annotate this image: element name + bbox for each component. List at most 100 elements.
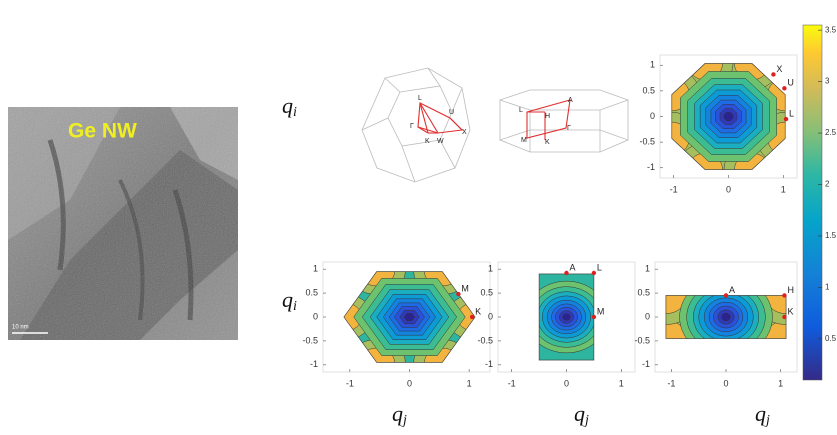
symbol: q bbox=[282, 287, 293, 312]
bz-point-label: U bbox=[449, 109, 454, 116]
x-tick-label: 1 bbox=[778, 378, 783, 388]
subscript: j bbox=[764, 413, 770, 428]
brillouin-zone-fcc bbox=[361, 67, 471, 183]
point-label: K bbox=[475, 306, 481, 316]
subscript: i bbox=[293, 105, 297, 120]
x-tick-label: 0 bbox=[407, 378, 412, 388]
x-tick-label: 0 bbox=[723, 378, 728, 388]
x-tick-label: 1 bbox=[619, 378, 624, 388]
high-symmetry-point bbox=[782, 86, 787, 91]
y-tick-label: 1 bbox=[313, 264, 318, 274]
high-symmetry-point bbox=[456, 291, 461, 297]
colorbar-tick-label: 1.5 bbox=[825, 231, 837, 240]
y-tick-label: -1 bbox=[310, 359, 318, 369]
y-tick-label: 0 bbox=[645, 311, 650, 321]
point-label: H bbox=[787, 285, 794, 295]
y-tick-label: 0 bbox=[650, 111, 655, 121]
column-label: qj bbox=[574, 401, 589, 428]
subscript: i bbox=[293, 299, 297, 314]
colorbar-tick-label: 1 bbox=[825, 283, 830, 292]
colorbar-tick-label: 3 bbox=[825, 77, 830, 86]
scale-bar-label: 10 nm bbox=[12, 325, 29, 331]
y-tick-label: 0.5 bbox=[480, 287, 493, 297]
tem-image bbox=[8, 107, 238, 340]
colorbar-tick-label: 3.5 bbox=[825, 25, 837, 34]
bz-point-label: K bbox=[425, 138, 430, 145]
bz-point-label: L bbox=[418, 95, 422, 102]
colorbar-tick-label: 2 bbox=[825, 180, 830, 189]
y-tick-label: 0.5 bbox=[637, 287, 650, 297]
bz-point-label: K bbox=[545, 139, 550, 146]
point-label: L bbox=[597, 262, 602, 272]
y-tick-label: 0.5 bbox=[305, 287, 318, 297]
colorbar bbox=[802, 24, 823, 381]
high-symmetry-point bbox=[771, 72, 776, 77]
y-tick-label: 1 bbox=[650, 60, 655, 70]
bz-point-label: W bbox=[437, 138, 444, 145]
x-tick-label: -1 bbox=[670, 184, 678, 194]
x-tick-label: -1 bbox=[346, 378, 354, 388]
image-label: Ge NW bbox=[68, 120, 137, 143]
contour-plot bbox=[539, 273, 594, 361]
contour-fill bbox=[665, 295, 687, 314]
y-tick-label: -0.5 bbox=[477, 335, 493, 345]
row-label: qi bbox=[282, 93, 297, 120]
x-tick-label: 1 bbox=[781, 184, 786, 194]
symbol: q bbox=[392, 401, 403, 426]
subscript: j bbox=[401, 413, 407, 428]
high-symmetry-point bbox=[783, 116, 789, 122]
bz-point-label: Γ bbox=[567, 125, 571, 132]
bz-point-label: A bbox=[568, 97, 573, 104]
y-tick-label: -1 bbox=[642, 359, 650, 369]
y-tick-label: -1 bbox=[647, 162, 655, 172]
point-label: X bbox=[776, 64, 782, 74]
point-label: M bbox=[597, 306, 605, 316]
point-label: A bbox=[570, 262, 576, 272]
column-label: qj bbox=[392, 401, 407, 428]
contour-fill bbox=[403, 313, 416, 321]
bz-point-label: H bbox=[545, 113, 550, 120]
colorbar-tick-label: 2.5 bbox=[825, 128, 837, 137]
high-symmetry-point bbox=[782, 314, 787, 320]
bz-point-label: M bbox=[521, 137, 527, 144]
point-label: M bbox=[461, 283, 469, 293]
column-label: qj bbox=[755, 401, 770, 428]
contour-boundary bbox=[343, 271, 476, 363]
high-symmetry-point bbox=[591, 314, 597, 320]
bz-point-label: Γ bbox=[410, 123, 414, 130]
high-symmetry-point bbox=[469, 314, 475, 320]
x-tick-label: 0 bbox=[564, 378, 569, 388]
high-symmetry-point bbox=[723, 293, 729, 298]
x-tick-label: -1 bbox=[667, 378, 675, 388]
point-label: L bbox=[789, 108, 794, 118]
high-symmetry-point bbox=[782, 293, 787, 298]
symbol: q bbox=[282, 93, 293, 118]
contour-fill bbox=[723, 112, 734, 121]
contour-fill bbox=[721, 312, 731, 322]
y-tick-label: -1 bbox=[485, 359, 493, 369]
row-label: qi bbox=[282, 287, 297, 314]
brillouin-zone-hex bbox=[498, 89, 630, 153]
x-tick-label: 0 bbox=[726, 184, 731, 194]
y-tick-label: 0.5 bbox=[642, 85, 655, 95]
bz-point-label: X bbox=[462, 129, 467, 136]
contour-fill bbox=[562, 313, 571, 321]
x-tick-label: 1 bbox=[467, 378, 472, 388]
x-tick-label: -1 bbox=[508, 378, 516, 388]
symbol: q bbox=[755, 401, 766, 426]
contour-boundary bbox=[671, 63, 786, 170]
high-symmetry-point bbox=[591, 270, 597, 276]
colorbar-tick-label: 0.5 bbox=[825, 334, 837, 343]
y-tick-label: -0.5 bbox=[634, 335, 650, 345]
y-tick-label: -0.5 bbox=[639, 137, 655, 147]
subscript: j bbox=[583, 413, 589, 428]
high-symmetry-point bbox=[564, 270, 569, 276]
point-label: U bbox=[787, 78, 794, 88]
y-tick-label: 1 bbox=[488, 264, 493, 274]
y-tick-label: 0 bbox=[313, 311, 318, 321]
y-tick-label: -0.5 bbox=[302, 335, 318, 345]
point-label: K bbox=[787, 306, 793, 316]
y-tick-label: 0 bbox=[488, 311, 493, 321]
y-tick-label: 1 bbox=[645, 264, 650, 274]
